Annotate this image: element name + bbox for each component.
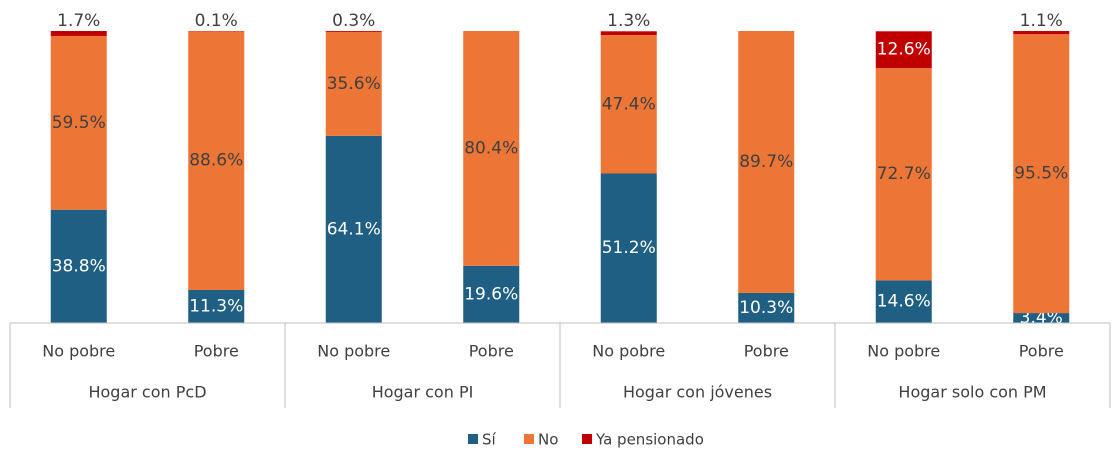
group-label: Hogar con PcD — [88, 383, 206, 402]
bar-segment — [463, 31, 520, 266]
data-label: 10.3% — [739, 298, 793, 318]
data-label: 0.3% — [332, 11, 375, 31]
data-label: 1.3% — [607, 11, 650, 31]
bar-segment — [1013, 313, 1070, 323]
data-label: 51.2% — [602, 238, 656, 258]
data-label: 12.6% — [877, 40, 931, 60]
bar-segment — [50, 35, 107, 210]
bar-segment — [600, 31, 657, 36]
bar-segment — [875, 280, 932, 323]
group-label: Hogar con jóvenes — [623, 383, 772, 402]
bar-segment — [188, 290, 245, 323]
legend-swatch — [468, 434, 478, 444]
bar-segment — [50, 209, 107, 323]
data-label: 59.5% — [52, 113, 106, 133]
bar-segment — [875, 31, 932, 69]
bar-segment — [875, 68, 932, 281]
x-tick-label: No pobre — [867, 342, 940, 361]
x-tick-label: Pobre — [1019, 342, 1064, 361]
data-label: 95.5% — [1014, 164, 1068, 184]
data-label: 80.4% — [464, 138, 518, 158]
legend-swatch — [582, 434, 592, 444]
data-label: 64.1% — [327, 219, 381, 239]
data-label: 1.7% — [57, 11, 100, 31]
legend-label: Sí — [482, 431, 497, 449]
data-label: 47.4% — [602, 94, 656, 114]
data-label: 19.6% — [464, 284, 518, 304]
bar-segment — [325, 31, 382, 32]
data-label: 11.3% — [189, 297, 243, 317]
data-label: 1.1% — [1020, 11, 1063, 31]
group-label: Hogar solo con PM — [898, 383, 1046, 402]
bar-segment — [738, 31, 795, 293]
x-tick-label: No pobre — [42, 342, 115, 361]
legend-label: Ya pensionado — [595, 431, 704, 449]
bar-segment — [600, 35, 657, 174]
legend-label: No — [538, 431, 558, 449]
bar-segment — [325, 135, 382, 323]
bar-segment — [325, 31, 382, 136]
data-label: 38.8% — [52, 256, 106, 276]
data-label: 14.6% — [877, 292, 931, 312]
bar-segment — [738, 292, 795, 323]
data-label: 0.1% — [195, 11, 238, 31]
legend-swatch — [524, 434, 534, 444]
x-tick-label: No pobre — [592, 342, 665, 361]
x-tick-label: Pobre — [744, 342, 789, 361]
bar-segment — [463, 265, 520, 323]
bar-segment — [50, 31, 107, 36]
x-tick-label: Pobre — [194, 342, 239, 361]
bar-segment — [188, 31, 245, 291]
x-tick-label: Pobre — [469, 342, 514, 361]
bar-segment — [600, 173, 657, 323]
data-label: 72.7% — [877, 164, 931, 184]
data-label: 35.6% — [327, 74, 381, 94]
bar-segment — [1013, 34, 1070, 314]
data-label: 89.7% — [739, 152, 793, 172]
data-label: 88.6% — [189, 151, 243, 171]
group-label: Hogar con PI — [372, 383, 474, 402]
x-tick-label: No pobre — [317, 342, 390, 361]
bar-segment — [1013, 31, 1070, 35]
